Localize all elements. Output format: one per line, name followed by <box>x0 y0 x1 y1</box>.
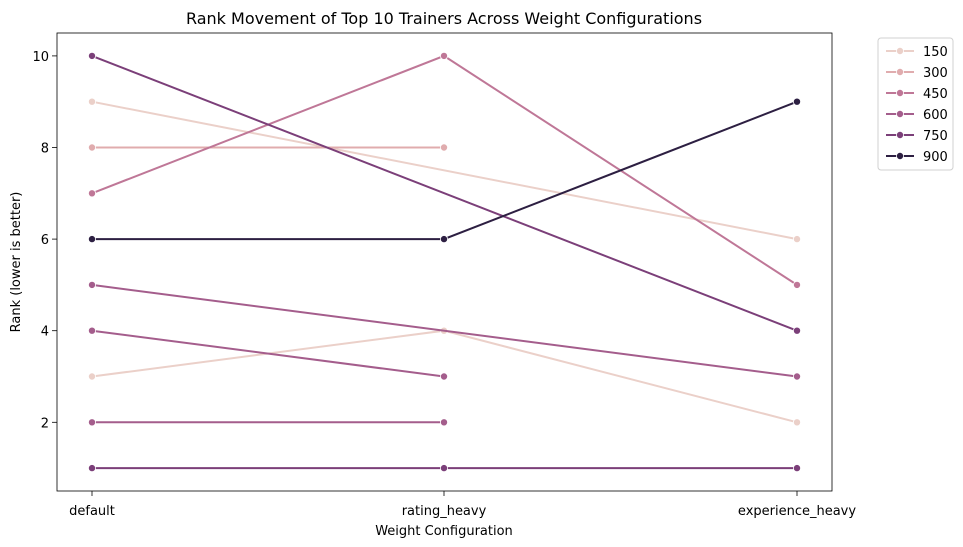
legend-swatch-marker <box>896 47 905 56</box>
plot-area <box>56 32 833 492</box>
legend-swatch-marker <box>896 110 905 119</box>
legend-label: 750 <box>923 129 948 144</box>
series-line-750 <box>91 54 798 332</box>
series-point-750 <box>88 51 97 60</box>
y-tick-label: 10 <box>32 50 49 65</box>
series-point-600 <box>88 326 97 335</box>
series-point-450 <box>793 280 802 289</box>
y-tick-label: 4 <box>41 325 49 340</box>
series-point-750 <box>793 326 802 335</box>
legend: 150 300 450 600 750 900 <box>877 37 954 171</box>
series-point-150 <box>88 372 97 381</box>
series-point-300 <box>88 143 97 152</box>
y-tick-label: 6 <box>41 233 49 248</box>
y-axis: 2 4 6 8 10 <box>32 50 57 431</box>
series-point-900 <box>88 235 97 244</box>
series-line-600 <box>91 329 445 378</box>
legend-label: 450 <box>923 87 948 102</box>
series-point-750 <box>793 464 802 473</box>
legend-swatch-marker <box>896 68 905 77</box>
series-line-150 <box>91 100 798 241</box>
legend-label: 900 <box>923 150 948 165</box>
series-point-600 <box>439 418 448 427</box>
legend-swatch-marker <box>896 89 905 98</box>
series-point-900 <box>793 97 802 106</box>
series-point-150 <box>793 235 802 244</box>
legend-swatch-marker <box>896 151 905 160</box>
legend-label: 300 <box>923 66 948 81</box>
chart-title: Rank Movement of Top 10 Trainers Across … <box>186 9 702 28</box>
series-point-150 <box>88 97 97 106</box>
series-point-150 <box>793 418 802 427</box>
series-point-750 <box>439 464 448 473</box>
x-tick-label: experience_heavy <box>738 504 856 519</box>
series-point-600 <box>88 280 97 289</box>
x-tick-label: default <box>69 504 115 519</box>
series-point-900 <box>439 235 448 244</box>
series-point-600 <box>439 372 448 381</box>
series-point-450 <box>439 51 448 60</box>
legend-swatch-marker <box>896 130 905 139</box>
x-axis-label: Weight Configuration <box>375 524 513 539</box>
series-point-600 <box>88 418 97 427</box>
x-axis: default rating_heavy experience_heavy <box>69 491 856 519</box>
x-tick-label: rating_heavy <box>402 504 487 519</box>
series-point-750 <box>88 464 97 473</box>
series-point-300 <box>439 143 448 152</box>
y-tick-label: 2 <box>41 416 49 431</box>
legend-label: 600 <box>923 108 948 123</box>
legend-label: 150 <box>923 45 948 60</box>
series-point-600 <box>793 372 802 381</box>
series-point-450 <box>88 189 97 198</box>
series-layer <box>88 51 802 473</box>
series-line-600 <box>91 283 798 378</box>
y-tick-label: 8 <box>41 142 49 157</box>
y-axis-label: Rank (lower is better) <box>9 192 24 333</box>
